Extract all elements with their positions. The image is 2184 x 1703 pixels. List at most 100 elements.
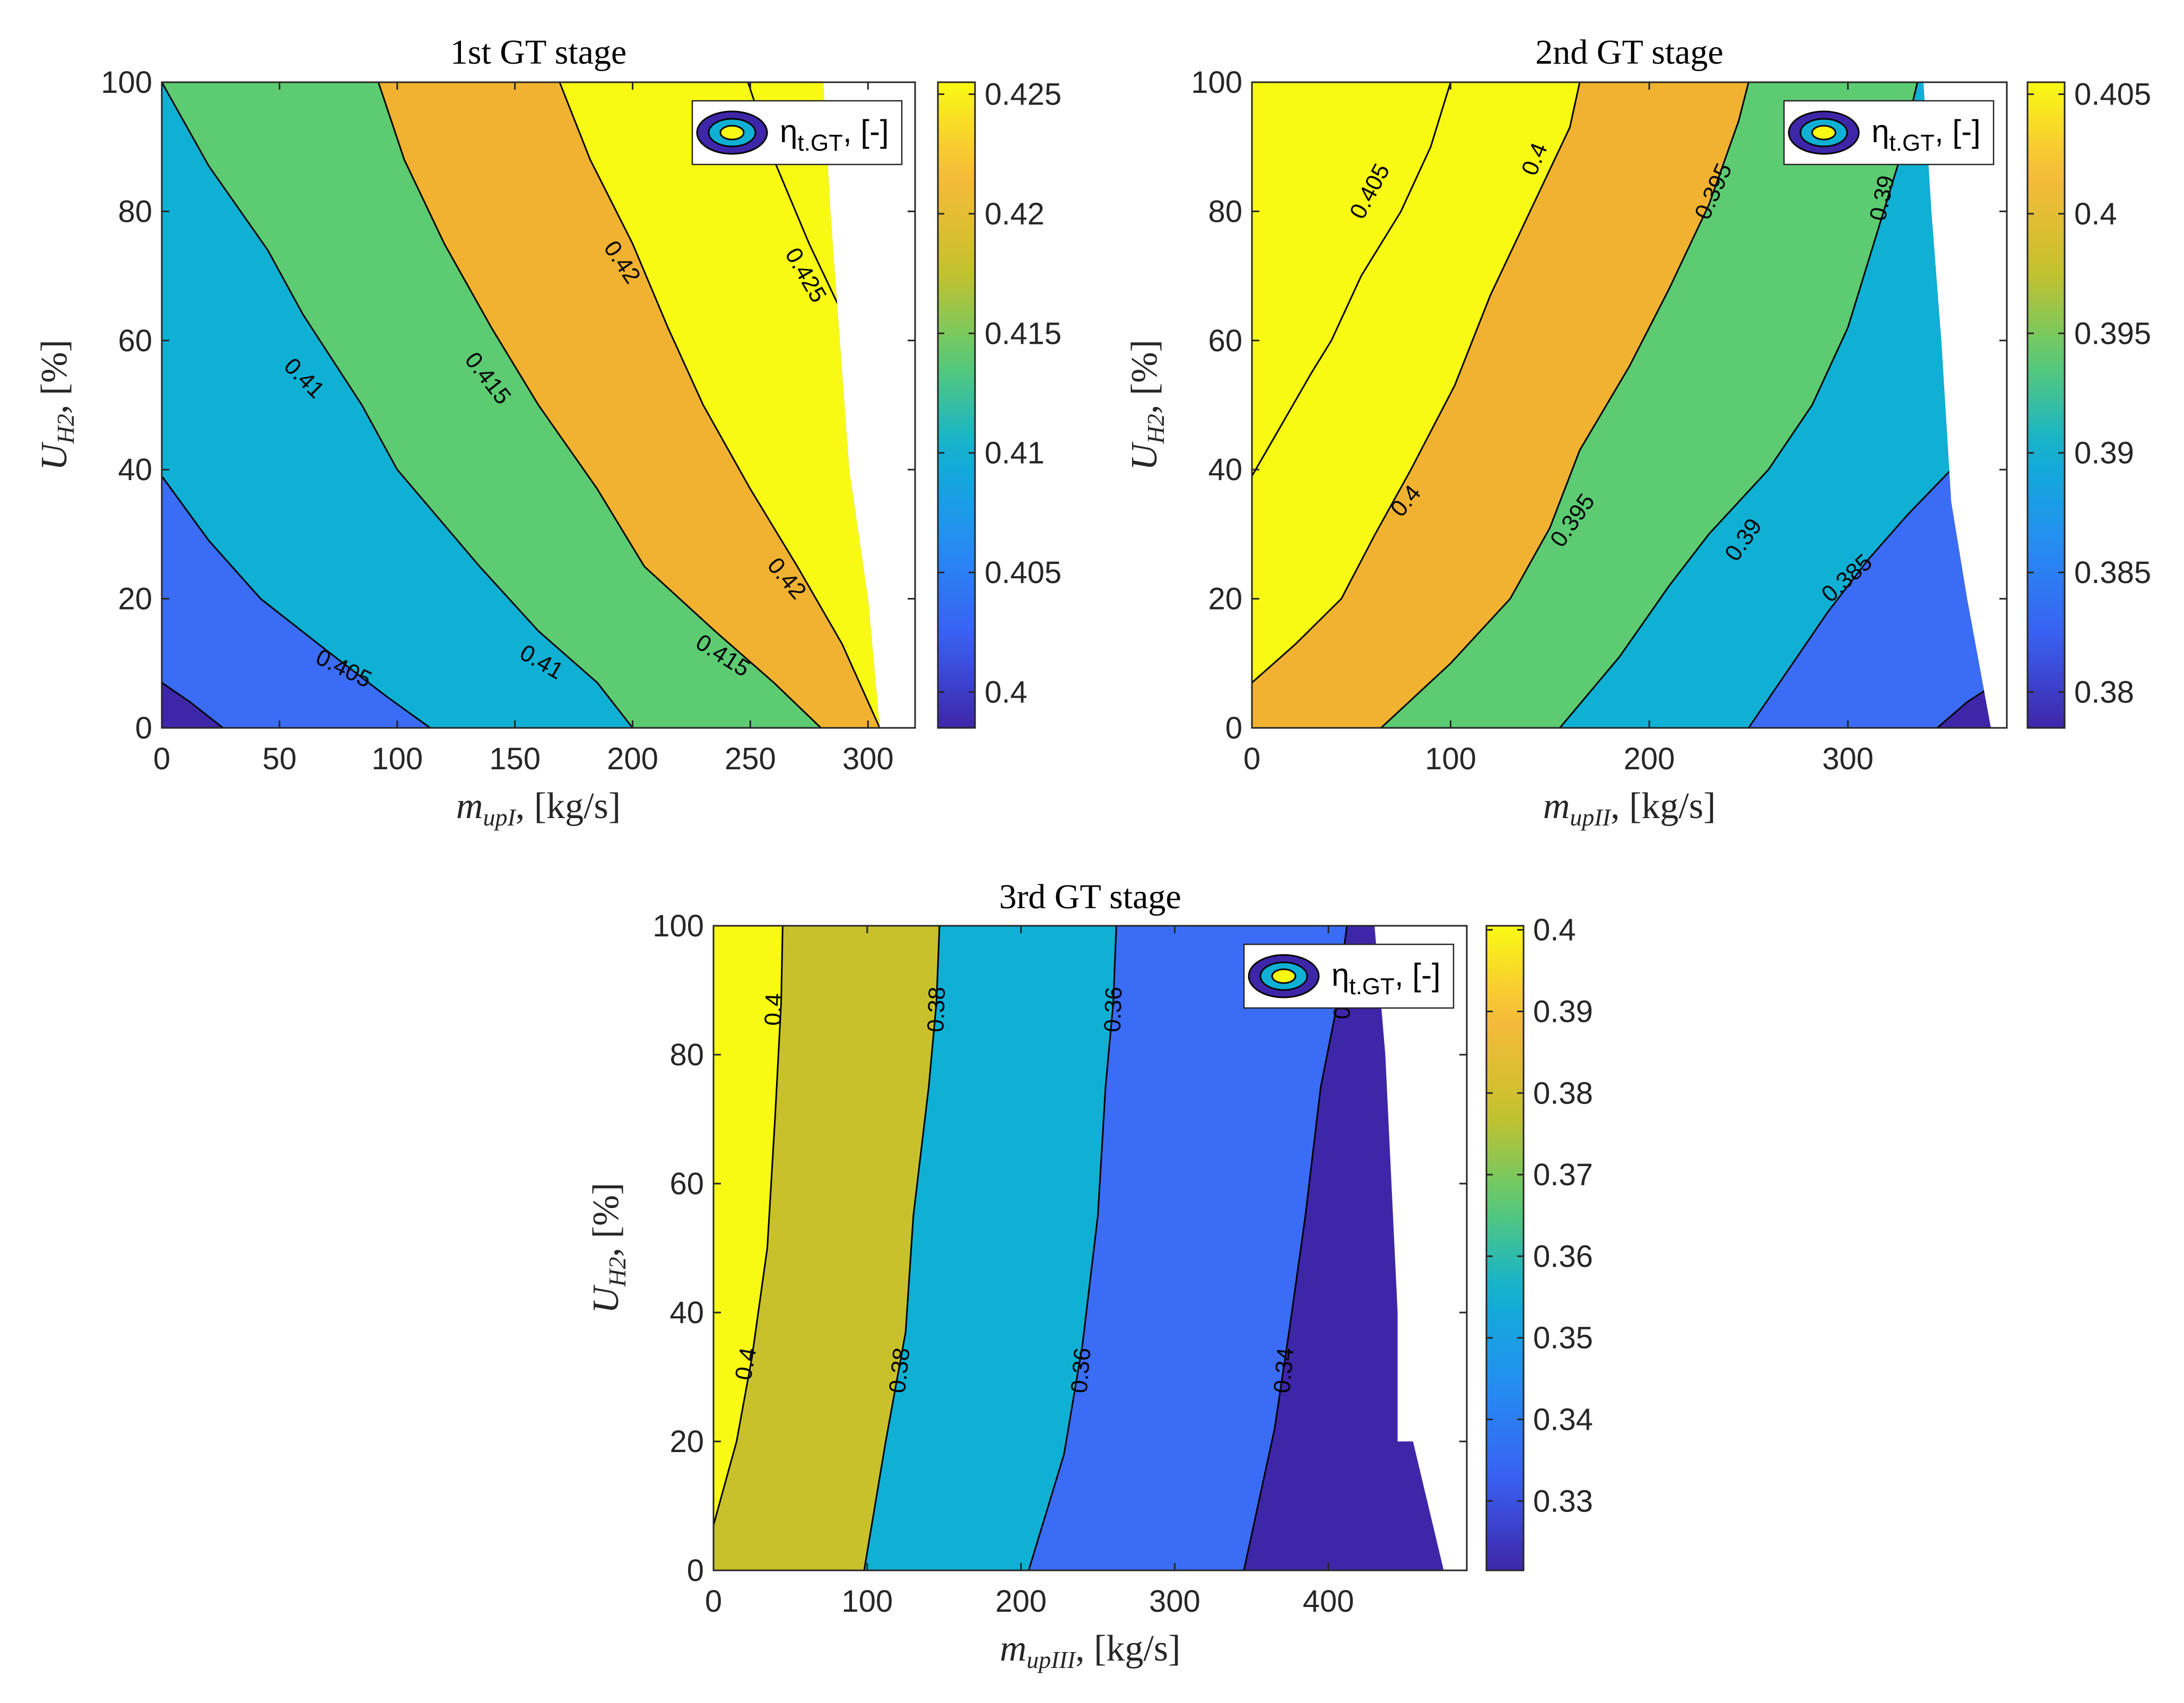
legend-label-unit: , [-]: [843, 114, 889, 149]
contour-band-0.425: [559, 82, 880, 728]
y-axis-label-main: U: [1124, 441, 1165, 471]
contour-label: 0.38: [923, 986, 950, 1032]
y-tick-label: 0: [1225, 711, 1242, 745]
contour-line-0.395: [1380, 82, 1750, 728]
x-axis-label-main: m: [1000, 1628, 1027, 1669]
colorbar-tick-label: 0.405: [2074, 77, 2151, 112]
colorbar-tick-label: 0.38: [2074, 675, 2134, 709]
colorbar-tick-label: 0.42: [985, 197, 1045, 231]
colorbar-tick-label: 0.395: [2074, 316, 2151, 351]
colorbar-tick-label: 0.34: [1533, 1402, 1593, 1437]
colorbar-tick-label: 0.39: [2074, 436, 2134, 471]
y-axis-label-unit: , [%]: [586, 1183, 627, 1257]
contour-line-0.38: [1936, 688, 1988, 728]
y-tick-label: 60: [118, 324, 152, 358]
plot-frame: [1251, 81, 2008, 729]
contour-label: 0.4: [760, 993, 787, 1026]
colorbar-tick-label: 0.425: [985, 77, 1061, 112]
y-tick-label: 100: [652, 909, 704, 943]
y-tick-label: 80: [1208, 194, 1242, 229]
colorbar-tick-label: 0.38: [1533, 1076, 1593, 1110]
x-axis-label-unit: , [kg/s]: [516, 786, 621, 827]
chart-title: 2nd GT stage: [1535, 33, 1723, 72]
contour-line-0.4: [1252, 82, 1581, 683]
x-tick-label: 200: [607, 742, 658, 776]
contour-fills: [714, 926, 1444, 1570]
x-tick-label: 100: [1425, 742, 1476, 776]
y-tick-label: 80: [669, 1038, 704, 1072]
contour-label: 0.38: [884, 1346, 915, 1394]
colorbar-tick-label: 0.385: [2074, 555, 2151, 590]
plot-frame: [712, 925, 1468, 1571]
legend-label: ηt.GT, [-]: [780, 114, 889, 156]
colorbar: [937, 81, 976, 729]
legend-label-sub: t.GT: [797, 130, 843, 156]
contour-line-0.415: [377, 82, 822, 728]
contour-line-0.41: [162, 82, 633, 728]
contour-fills: [1252, 82, 1991, 728]
y-axis-label-main: U: [586, 1284, 627, 1314]
x-axis-label-unit: , [kg/s]: [1611, 786, 1716, 827]
x-axis-label: mupI, [kg/s]: [456, 786, 621, 831]
legend-label: ηt.GT, [-]: [1332, 957, 1441, 1000]
y-tick-label: 40: [669, 1296, 704, 1330]
contour-lines: [162, 82, 880, 728]
y-tick-label: 20: [118, 582, 152, 616]
colorbar-tick-label: 0.415: [985, 316, 1061, 351]
colorbar-tick-label: 0.4: [2074, 197, 2117, 231]
x-axis-label-sub: upI: [483, 804, 517, 831]
x-axis-label-sub: upII: [1570, 804, 1612, 831]
y-axis-label-unit: , [%]: [1124, 340, 1165, 414]
y-tick-label: 60: [1208, 324, 1242, 358]
legend-label-sub: t.GT: [1889, 130, 1935, 156]
contour-line-0.39: [1559, 82, 1918, 728]
colorbar-tick-label: 0.33: [1533, 1484, 1593, 1518]
y-tick-label: 100: [1191, 65, 1242, 100]
x-tick-label: 0: [705, 1584, 722, 1619]
y-tick-label: 0: [135, 711, 152, 745]
contour-line-0.36: [1028, 926, 1117, 1570]
contour-label: 0.36: [1066, 1346, 1096, 1394]
legend-label: ηt.GT, [-]: [1872, 114, 1981, 156]
contour-line-0.39: [714, 926, 784, 1526]
y-tick-label: 80: [118, 194, 152, 229]
x-axis-label-unit: , [kg/s]: [1075, 1628, 1180, 1669]
legend-label-unit: , [-]: [1395, 957, 1441, 993]
contour-legend-icon-core: [719, 125, 745, 141]
x-tick-label: 100: [841, 1584, 893, 1619]
x-tick-label: 300: [1149, 1584, 1200, 1619]
contour-legend-icon-core: [1811, 125, 1837, 141]
y-axis-label-unit: , [%]: [34, 340, 75, 414]
contour-line-0.405: [162, 475, 431, 728]
panel-3rd-gt-stage: 0.40.40.380.380.360.36 0.340.0 100 200 300 40…: [586, 877, 1593, 1673]
contour-label: 0.34: [1269, 1346, 1299, 1394]
legend-label-sub: t.GT: [1349, 974, 1395, 1000]
x-axis-label-sub: upIII: [1026, 1646, 1077, 1673]
contour-legend-icon-core: [1271, 968, 1297, 984]
x-axis-label: mupII, [kg/s]: [1543, 786, 1716, 831]
contour-line-0.38: [863, 926, 941, 1570]
x-tick-label: 200: [995, 1584, 1047, 1619]
x-tick-label: 0: [153, 742, 170, 776]
contour-label: 0.4: [730, 1345, 761, 1382]
y-axis-label: UH2, [%]: [1124, 340, 1169, 471]
y-tick-label: 60: [669, 1167, 704, 1201]
y-axis-label: UH2, [%]: [34, 340, 79, 471]
colorbar-tick-label: 0.405: [985, 555, 1061, 590]
colorbar: [1485, 925, 1525, 1571]
legend: ηt.GT, [-]: [691, 100, 903, 166]
plot-frame: [161, 81, 916, 729]
x-tick-label: 300: [1822, 742, 1874, 776]
colorbar-tick-label: 0.39: [1533, 994, 1593, 1029]
legend-label-main: η: [1332, 957, 1349, 993]
colorbar: [2026, 81, 2066, 729]
x-tick-label: 150: [489, 742, 541, 776]
legend-label-main: η: [1872, 114, 1889, 149]
x-axis-label-main: m: [1543, 786, 1570, 827]
legend-label-unit: , [-]: [1935, 114, 1981, 149]
y-tick-label: 40: [118, 453, 152, 487]
chart-title: 1st GT stage: [450, 33, 627, 72]
legend-label-main: η: [780, 114, 797, 149]
contour-line-0.385: [1747, 469, 1952, 728]
x-tick-label: 50: [263, 742, 297, 776]
